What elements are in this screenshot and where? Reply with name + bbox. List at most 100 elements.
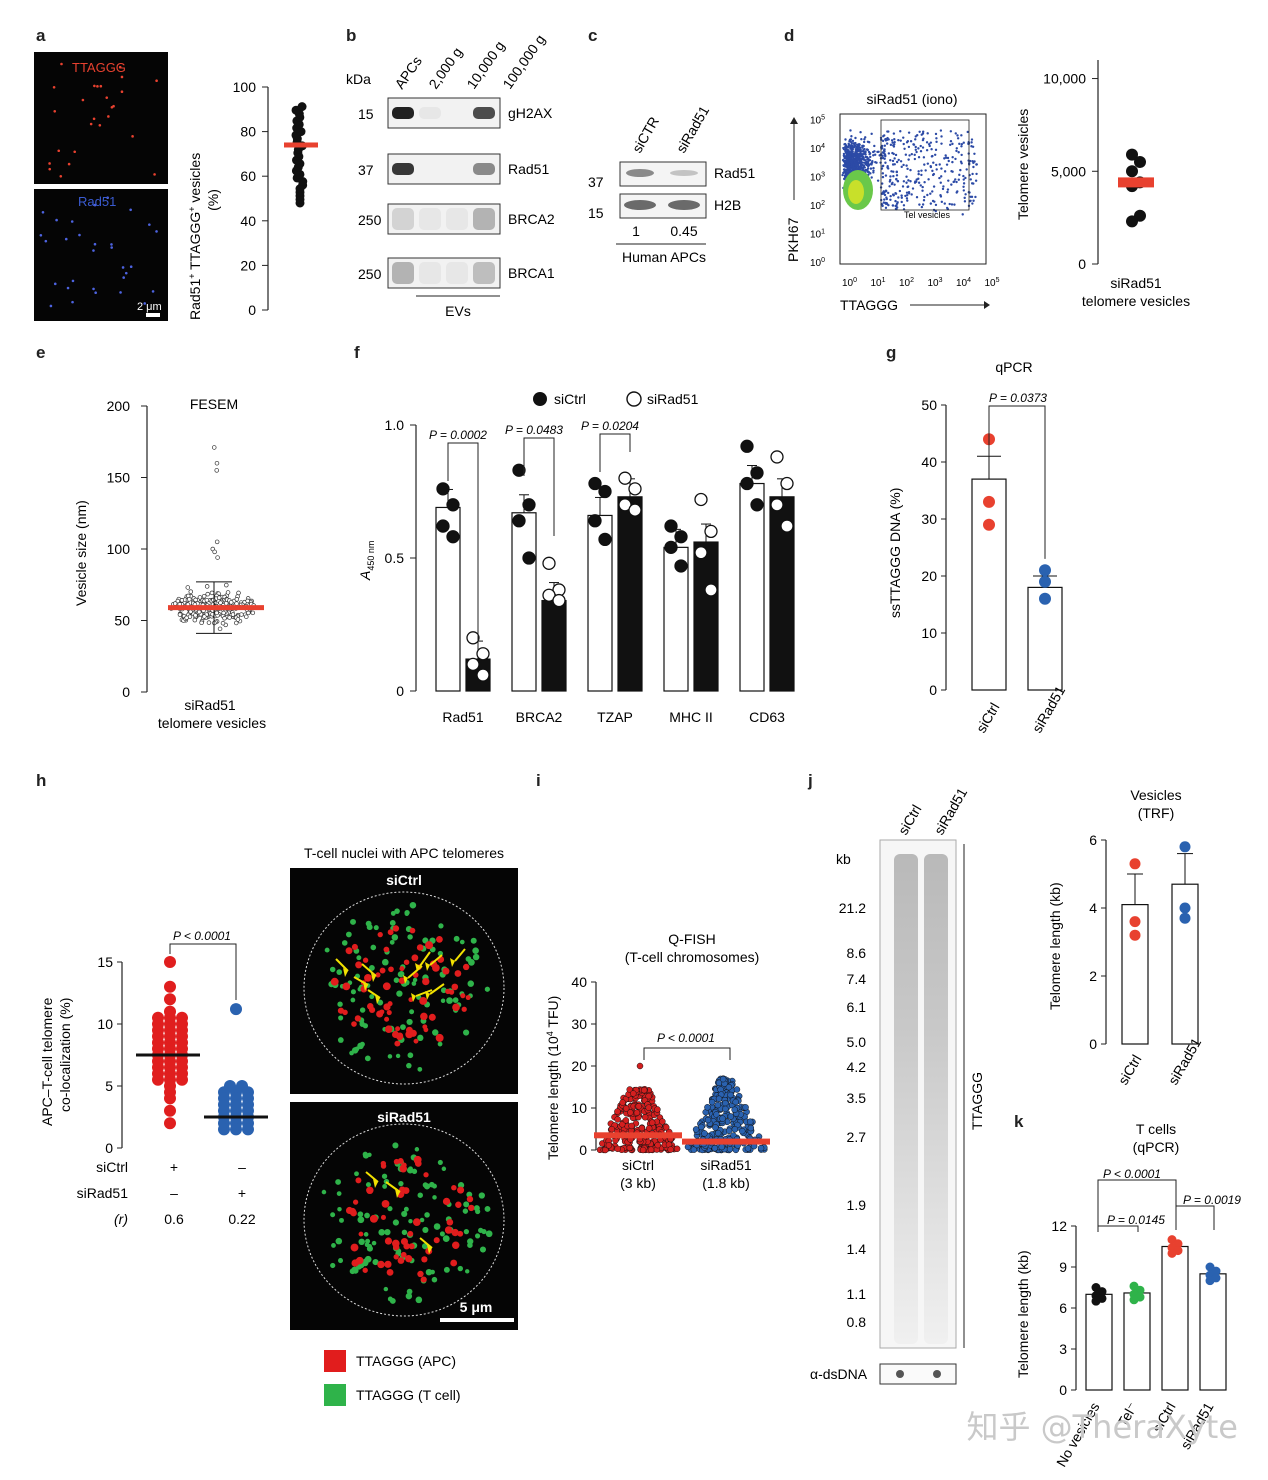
apc-focus: [380, 1214, 386, 1220]
data-point: [598, 532, 612, 547]
flow-event: [850, 161, 854, 165]
tcell-focus: [419, 1217, 425, 1223]
i-title-1: Q-FISH: [668, 931, 715, 947]
tcell-focus: [406, 1018, 413, 1026]
blot-band: [392, 208, 414, 230]
flow-event: [921, 146, 925, 149]
panel-i: Q-FISH (T-cell chromosomes) Telomere len…: [545, 931, 770, 1191]
flow-event: [855, 155, 858, 159]
flow-event: [974, 195, 977, 199]
data-point: [164, 1104, 176, 1117]
tcell-focus: [438, 923, 444, 929]
flow-event: [850, 135, 853, 138]
data-point: [746, 1118, 754, 1125]
data-point: [698, 1123, 705, 1131]
rad51-dot: [71, 300, 74, 304]
tick-label: 10: [921, 625, 937, 641]
apc-focus: [457, 1186, 465, 1194]
blot-band: [392, 262, 414, 284]
tcell-focus: [392, 1142, 399, 1149]
lane-label: 2,000 g: [425, 44, 465, 91]
tick-label: 5: [105, 1078, 113, 1094]
flow-event: [869, 155, 872, 159]
tcell-focus: [371, 1240, 377, 1246]
tcell-focus: [381, 1173, 388, 1179]
tcell-focus: [484, 986, 490, 992]
c-lane-sirad51: siRad51: [673, 103, 713, 156]
j-lane-sirad51: siRad51: [931, 785, 971, 838]
flow-event: [890, 139, 894, 142]
telomere-dot: [98, 123, 102, 127]
apc-focus: [460, 993, 466, 999]
data-point: [770, 498, 784, 512]
arrow-shaft: [415, 989, 433, 997]
apc-focus: [381, 1200, 390, 1208]
flow-event: [965, 168, 968, 171]
flow-event: [900, 200, 903, 204]
flow-event: [849, 144, 852, 147]
data-point: [244, 614, 249, 619]
i-pvalue: P < 0.0001: [657, 1031, 715, 1045]
flow-event: [900, 196, 903, 199]
flow-event: [897, 138, 900, 142]
svg-text:A450 nm: A450 nm: [357, 541, 376, 581]
flow-event: [940, 175, 943, 178]
flow-event: [852, 154, 856, 157]
data-point: [1129, 929, 1141, 941]
data-point: [719, 1115, 726, 1122]
tick-label: 0: [248, 302, 256, 318]
c-quant-1: 1: [632, 223, 640, 239]
bar: [1123, 1292, 1151, 1391]
data-point: [193, 613, 198, 618]
flow-event: [876, 179, 880, 182]
rad51-dot: [129, 265, 133, 269]
flow-event: [972, 165, 975, 169]
data-point: [1039, 592, 1051, 605]
a-y-axis: 0 20 40 60 80 100: [233, 79, 268, 318]
mean-line: [594, 1132, 682, 1139]
legend-apc: TTAGGG (APC): [356, 1353, 456, 1369]
blot-band: [473, 262, 495, 284]
data-point: [512, 463, 526, 477]
apc-focus: [375, 972, 381, 978]
flow-event: [905, 181, 908, 184]
panel-j-gel: siCtrl siRad51 kb 21.2 8.6 7.4 6.1 5.0 4.2 3.5…: [810, 785, 985, 1385]
tick-label: 0: [1078, 256, 1086, 272]
tick-label: 10: [97, 1016, 113, 1032]
tick-label: 15: [97, 954, 113, 970]
flow-event: [902, 180, 906, 183]
rad51-dot: [121, 266, 125, 269]
flow-event: [920, 205, 924, 209]
tick-label: 30: [921, 511, 937, 527]
flow-event: [862, 140, 866, 144]
data-point: [719, 1075, 727, 1083]
panel-label-k: k: [1014, 1112, 1024, 1131]
mw-label: 250: [358, 266, 382, 282]
rad51-dot: [155, 230, 158, 233]
mw-label: 37: [358, 162, 374, 178]
flow-event: [844, 147, 848, 150]
tcell-focus: [474, 1233, 481, 1239]
tcell-focus: [365, 1182, 371, 1188]
flow-event: [864, 155, 867, 159]
flow-event: [929, 164, 932, 168]
flow-event: [861, 144, 864, 148]
category-label: Rad51: [442, 709, 483, 725]
x-label: siCtrl: [973, 700, 1003, 736]
flow-event: [843, 161, 847, 164]
telomere-dot: [112, 104, 115, 108]
flow-event: [909, 168, 912, 172]
tick-label: 12: [1051, 1218, 1067, 1234]
data-point: [647, 1146, 655, 1153]
data-point: [618, 1121, 626, 1128]
h-pvalue: P < 0.0001: [173, 929, 231, 943]
flow-event: [946, 188, 950, 191]
flow-event: [973, 152, 976, 156]
flow-event: [919, 184, 922, 187]
flow-event: [922, 199, 926, 202]
data-point: [204, 597, 210, 603]
flow-event: [921, 185, 924, 189]
telomere-dot: [52, 85, 56, 89]
apc-focus: [419, 997, 428, 1005]
tcell-focus: [367, 1243, 373, 1249]
